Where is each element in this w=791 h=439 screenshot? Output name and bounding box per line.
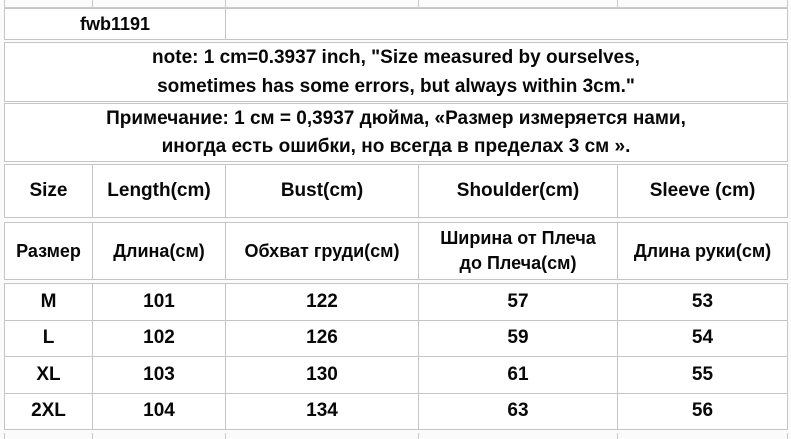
bust-value: 134 (226, 393, 419, 429)
table-row-2xl: 2XL 104 134 63 56 (5, 393, 787, 429)
shoulder-value: 57 (419, 284, 618, 320)
col-header-shoulder: Shoulder(cm) (419, 165, 618, 217)
col-header-size: Size (5, 165, 93, 217)
gridline-tick (787, 0, 788, 7)
gridline-horizontal (4, 7, 788, 8)
col-header-shoulder-ru: Ширина от Плеча до Плеча(см) (419, 223, 618, 279)
col-header-sleeve: Sleeve (cm) (649, 180, 756, 201)
gridline-tick (4, 0, 5, 7)
size-value: L (5, 320, 93, 356)
size-value: M (5, 284, 93, 320)
shoulder-value: 61 (419, 357, 618, 393)
bust-value: 122 (226, 284, 419, 320)
product-code-cell: fwb1191 (5, 9, 226, 39)
note-text-en: note: 1 cm=0.3937 inch, "Size measured b… (152, 47, 640, 97)
gridline-tick (418, 433, 419, 439)
gridline-tick (225, 0, 226, 7)
col-header-length: Length(cm) (93, 165, 226, 217)
table-row-l: L 102 126 59 54 (5, 320, 787, 357)
note-row-en: note: 1 cm=0.3937 inch, "Size measured b… (4, 42, 788, 102)
col-header-size-ru: Размер (5, 223, 93, 279)
col-header-length-ru: Длина(см) (93, 223, 226, 279)
header-row-en: Size Length(cm) Bust(cm) Shoulder(cm) Sl… (4, 164, 788, 218)
note-row-ru: Примечание: 1 см = 0,3937 дюйма, «Размер… (4, 103, 788, 162)
gridline-tick (225, 433, 226, 439)
sleeve-value: 53 (691, 290, 714, 312)
shoulder-value: 59 (419, 320, 618, 356)
gridline-tick (92, 0, 93, 7)
length-value: 101 (93, 284, 226, 320)
gridline-tick (418, 0, 419, 7)
length-value: 102 (93, 320, 226, 356)
col-header-sleeve-ru: Длина руки(см) (633, 240, 772, 261)
table-row-m: M 101 122 57 53 (5, 284, 787, 321)
shoulder-value: 63 (419, 393, 618, 429)
note-text-ru: Примечание: 1 см = 0,3937 дюйма, «Размер… (106, 107, 686, 157)
length-value: 104 (93, 393, 226, 429)
bust-value: 130 (226, 357, 419, 393)
size-value: XL (5, 357, 93, 393)
gridline-tick (787, 433, 788, 439)
gridline-tick (92, 433, 93, 439)
gridline-tick (617, 0, 618, 7)
size-value: 2XL (5, 393, 93, 429)
gridline-tick (4, 433, 5, 439)
header-row-ru: Размер Длина(см) Обхват груди(см) Ширина… (4, 222, 788, 280)
table-row-xl: XL 103 130 61 55 (5, 357, 787, 394)
col-header-bust: Bust(cm) (226, 165, 419, 217)
product-code-row: fwb1191 (4, 8, 788, 40)
size-table-body: M 101 122 57 53 L 102 126 59 54 XL 103 1… (4, 283, 788, 430)
empty-cell (226, 9, 787, 39)
gridline-tick (617, 433, 618, 439)
product-code: fwb1191 (79, 13, 151, 34)
length-value: 103 (93, 357, 226, 393)
sleeve-value: 55 (691, 363, 714, 385)
bust-value: 126 (226, 320, 419, 356)
sleeve-value: 54 (691, 327, 714, 349)
col-header-bust-ru: Обхват груди(см) (226, 223, 419, 279)
sleeve-value: 56 (691, 400, 714, 422)
